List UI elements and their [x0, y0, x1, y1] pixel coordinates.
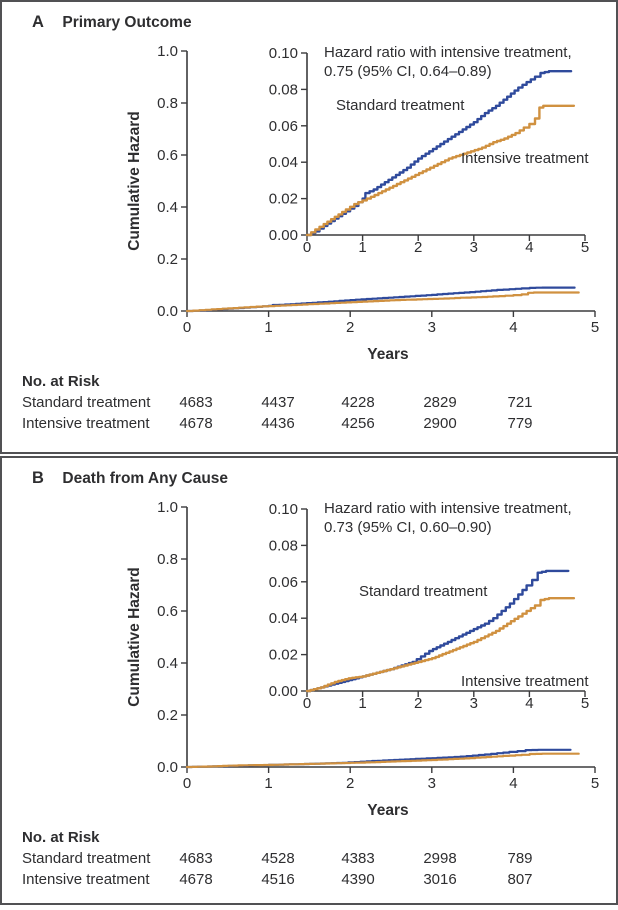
x-tick-label: 2 [346, 775, 354, 792]
x-tick-label: 4 [509, 319, 517, 336]
inset-y-tick-label: 0.10 [269, 501, 298, 518]
y-tick-label: 0.2 [157, 707, 178, 724]
y-tick-label: 0.0 [157, 303, 178, 320]
intensive-treatment-label: Intensive treatment [461, 150, 589, 167]
inset-x-tick-label: 0 [303, 695, 311, 712]
panel-title-text: Death from Any Cause [62, 470, 229, 487]
intensive-treatment-line-main [185, 291, 580, 313]
inset-x-tick-label: 5 [581, 239, 589, 256]
panel-title: B Death from Any Cause [32, 469, 228, 488]
inset-y-tick-label: 0.08 [269, 537, 298, 554]
x-tick-label: 0 [183, 775, 191, 792]
intensive-treatment-line-main [185, 752, 580, 769]
y-tick-label: 0.4 [157, 655, 178, 672]
inset-y-tick-label: 0.00 [269, 683, 298, 700]
main-axes [186, 507, 595, 768]
inset-x-tick-label: 2 [414, 695, 422, 712]
panel-letter: B [32, 469, 44, 487]
inset-y-tick-label: 0.04 [269, 154, 298, 171]
intensive-treatment-line-inset [305, 597, 576, 693]
inset-y-tick-label: 0.02 [269, 191, 298, 208]
cumulative-hazard-plot: 0.0 0.2 0.4 0.6 0.8 1.0 0 1 2 3 4 5 Years Cumulative … [126, 43, 599, 363]
y-axis-title: Cumulative Hazard [126, 111, 143, 251]
x-tick-label: 4 [509, 775, 517, 792]
inset-axes [306, 53, 585, 236]
hazard-ratio-note-line1: Hazard ratio with intensive treatment, [324, 44, 572, 61]
intensive-treatment-label: Intensive treatment [461, 673, 589, 690]
standard-treatment-label: Standard treatment [359, 583, 488, 600]
x-tick-label: 2 [346, 319, 354, 336]
inset-x-tick-label: 3 [470, 695, 478, 712]
x-tick-label: 1 [264, 319, 272, 336]
hazard-ratio-note-line2: 0.75 (95% CI, 0.64–0.89) [324, 63, 492, 80]
y-tick-label: 0.8 [157, 95, 178, 112]
intensive-treatment-line-inset [305, 104, 576, 237]
inset-y-tick-label: 0.02 [269, 647, 298, 664]
inset-x-tick-label: 4 [525, 239, 533, 256]
inset-x-tick-label: 0 [303, 239, 311, 256]
inset-y-tick-label: 0.04 [269, 610, 298, 627]
y-tick-label: 1.0 [157, 43, 178, 60]
inset-x-tick-label: 1 [358, 239, 366, 256]
inset-x-tick-label: 3 [470, 239, 478, 256]
x-tick-label: 1 [264, 775, 272, 792]
primary-outcome-chart: 0.0 0.2 0.4 0.6 0.8 1.0 0 1 2 3 4 5 Years Cumulative … [2, 2, 618, 454]
x-tick-label: 3 [428, 319, 436, 336]
inset-x-tick-label: 4 [525, 695, 533, 712]
inset-x-tick-label: 5 [581, 695, 589, 712]
panel-primary-outcome: 0.0 0.2 0.4 0.6 0.8 1.0 0 1 2 3 4 5 Years Cumulative … [0, 0, 618, 454]
inset-y-tick-label: 0.00 [269, 227, 298, 244]
death-any-cause-chart: 0.0 0.2 0.4 0.6 0.8 1.0 0 1 2 3 4 5 Years Cumulative … [2, 458, 618, 910]
x-axis-title: Years [367, 346, 408, 363]
inset-y-tick-label: 0.06 [269, 574, 298, 591]
x-tick-label: 3 [428, 775, 436, 792]
y-tick-label: 0.6 [157, 147, 178, 164]
standard-treatment-label: Standard treatment [336, 97, 465, 114]
hazard-ratio-note-line1: Hazard ratio with intensive treatment, [324, 500, 572, 517]
inset-x-tick-label: 1 [358, 695, 366, 712]
y-tick-label: 0.6 [157, 603, 178, 620]
y-tick-label: 0.8 [157, 551, 178, 568]
x-tick-label: 5 [591, 775, 599, 792]
panel-title-text: Primary Outcome [62, 14, 192, 31]
hazard-ratio-note-line2: 0.73 (95% CI, 0.60–0.90) [324, 519, 492, 536]
x-axis-title: Years [367, 802, 408, 819]
y-tick-label: 0.0 [157, 759, 178, 776]
panel-title: A Primary Outcome [32, 13, 192, 32]
y-tick-label: 0.4 [157, 199, 178, 216]
y-tick-label: 0.2 [157, 251, 178, 268]
inset-y-tick-label: 0.06 [269, 118, 298, 135]
panel-death-any-cause: 0.0 0.2 0.4 0.6 0.8 1.0 0 1 2 3 4 5 Years Cumulative … [0, 456, 618, 905]
inset-y-tick-label: 0.10 [269, 45, 298, 62]
panel-letter: A [32, 13, 44, 31]
y-axis-title: Cumulative Hazard [126, 567, 143, 707]
y-tick-label: 1.0 [157, 499, 178, 516]
x-tick-label: 0 [183, 319, 191, 336]
inset-y-tick-label: 0.08 [269, 81, 298, 98]
inset-x-tick-label: 2 [414, 239, 422, 256]
x-tick-label: 5 [591, 319, 599, 336]
cumulative-hazard-plot: 0.0 0.2 0.4 0.6 0.8 1.0 0 1 2 3 4 5 Years Cumulative … [126, 499, 599, 819]
